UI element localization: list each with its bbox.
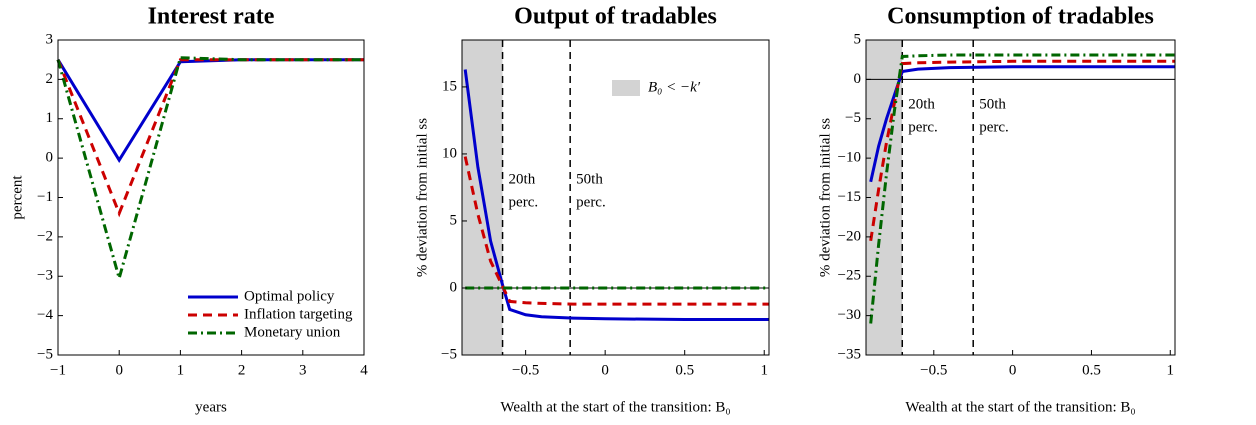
x-tick-label: 3 bbox=[299, 362, 307, 378]
x-tick-label: 1 bbox=[1167, 362, 1175, 378]
x-tick-label: −0.5 bbox=[512, 362, 539, 378]
y-tick-label: 15 bbox=[442, 78, 457, 94]
y-axis-label: % deviation from initial ss bbox=[817, 118, 833, 277]
x-tick-label: 1 bbox=[177, 362, 185, 378]
legend-label: B₀ < −k′ bbox=[648, 79, 701, 95]
y-tick-label: 5 bbox=[450, 212, 458, 228]
percentile-label: 20th bbox=[908, 96, 935, 112]
y-tick-label: −1 bbox=[37, 189, 53, 205]
axes-box bbox=[461, 39, 770, 356]
x-tick-label: −0.5 bbox=[920, 362, 947, 378]
y-axis-label: % deviation from initial ss bbox=[414, 118, 430, 277]
percentile-label: 20th bbox=[509, 171, 536, 187]
x-tick-label: 4 bbox=[360, 362, 368, 378]
y-tick-label: −2 bbox=[37, 228, 53, 244]
y-tick-label: 0 bbox=[46, 150, 54, 166]
percentile-label: perc. bbox=[509, 194, 539, 210]
y-tick-label: −15 bbox=[838, 189, 861, 205]
y-tick-label: −3 bbox=[37, 268, 53, 284]
series-line bbox=[56, 56, 364, 284]
percentile-label: 50th bbox=[979, 96, 1006, 112]
chart-title: Interest rate bbox=[148, 4, 275, 30]
y-tick-label: −5 bbox=[845, 110, 861, 126]
series-line bbox=[463, 69, 769, 321]
x-tick-label: −1 bbox=[50, 362, 66, 378]
x-tick-label: 0 bbox=[601, 362, 609, 378]
y-tick-label: −10 bbox=[838, 150, 861, 166]
y-tick-label: 3 bbox=[46, 31, 54, 47]
y-tick-label: −5 bbox=[441, 346, 457, 362]
percentile-label: perc. bbox=[908, 119, 938, 135]
series-line bbox=[463, 156, 769, 306]
legend-swatch bbox=[612, 80, 640, 96]
chart-title: Consumption of tradables bbox=[887, 4, 1154, 30]
x-tick-label: 0.5 bbox=[675, 362, 694, 378]
series-line bbox=[56, 58, 364, 218]
y-tick-label: 1 bbox=[46, 110, 54, 126]
series-line bbox=[869, 59, 1175, 242]
series-line bbox=[56, 58, 364, 163]
y-tick-label: 2 bbox=[46, 71, 54, 87]
x-tick-label: 0 bbox=[115, 362, 123, 378]
y-tick-label: −25 bbox=[838, 268, 861, 284]
x-tick-label: 0.5 bbox=[1082, 362, 1101, 378]
y-tick-label: −4 bbox=[37, 307, 53, 323]
axes-box bbox=[865, 39, 1176, 356]
x-axis-label: Wealth at the start of the transition: B… bbox=[905, 399, 1135, 415]
legend-label: Optimal policy bbox=[244, 288, 335, 304]
y-tick-label: 5 bbox=[854, 31, 862, 47]
y-tick-label: −35 bbox=[838, 346, 861, 362]
y-tick-label: −30 bbox=[838, 307, 861, 323]
y-axis-label: percent bbox=[9, 175, 25, 220]
percentile-label: perc. bbox=[979, 119, 1009, 135]
y-tick-label: 0 bbox=[450, 279, 458, 295]
legend-label: Inflation targeting bbox=[244, 306, 353, 322]
x-axis-label: Wealth at the start of the transition: B… bbox=[500, 399, 730, 415]
y-tick-label: −5 bbox=[37, 346, 53, 362]
x-tick-label: 1 bbox=[760, 362, 768, 378]
legend-label: Monetary union bbox=[244, 324, 341, 340]
x-tick-label: 0 bbox=[1009, 362, 1017, 378]
x-axis-label: years bbox=[195, 399, 227, 415]
percentile-label: 50th bbox=[576, 171, 603, 187]
y-tick-label: 10 bbox=[442, 145, 457, 161]
y-tick-label: −20 bbox=[838, 228, 861, 244]
series-line bbox=[869, 65, 1175, 183]
series-line bbox=[869, 53, 1175, 324]
chart-title: Output of tradables bbox=[514, 4, 717, 30]
x-tick-label: 2 bbox=[238, 362, 246, 378]
percentile-label: perc. bbox=[576, 194, 606, 210]
y-tick-label: 0 bbox=[854, 71, 862, 87]
